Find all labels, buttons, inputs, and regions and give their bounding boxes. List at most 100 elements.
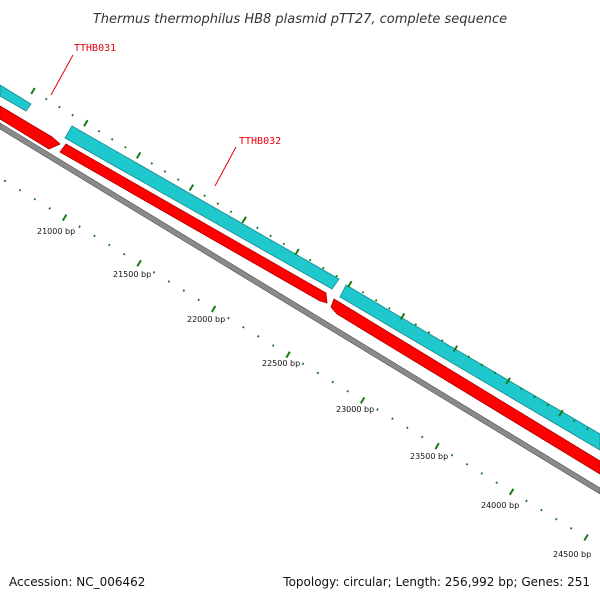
scale-minor-tick: [480, 472, 484, 475]
major-tick: [558, 409, 564, 417]
minor-tick: [176, 178, 180, 181]
gene-label-leader-TTHB032: [214, 146, 237, 187]
scale-minor-tick: [406, 426, 409, 430]
major-tick: [399, 312, 406, 320]
backbone-track: [0, 122, 600, 495]
scale-label-22000: 22000 bp: [187, 315, 225, 324]
scale-label-23000: 23000 bp: [336, 405, 374, 414]
scale-label-24000: 24000 bp: [481, 501, 519, 510]
scale-minor-tick: [108, 243, 111, 247]
major-tick: [347, 280, 353, 288]
scale-label-24500: 24500 bp: [553, 550, 591, 559]
minor-tick: [256, 226, 259, 230]
scale-major-tick: [285, 351, 291, 359]
minor-tick: [586, 427, 589, 431]
scale-label-23500: 23500 bp: [410, 452, 448, 461]
minor-tick: [308, 258, 312, 262]
major-tick: [135, 151, 142, 159]
forward-gene-TTHB031: [0, 84, 32, 112]
gene-label-TTHB031: TTHB031: [74, 43, 116, 54]
major-tick: [294, 248, 300, 256]
scale-minor-tick: [271, 344, 275, 347]
major-tick: [83, 119, 89, 127]
scale-minor-tick: [93, 234, 96, 238]
scale-minor-tick: [167, 280, 171, 283]
backbone-line: [0, 122, 600, 495]
forward-strand-genes: [0, 84, 600, 451]
scale-minor-tick: [569, 527, 573, 530]
scale-minor-tick: [420, 435, 424, 439]
minor-tick: [150, 162, 154, 165]
minor-tick: [374, 298, 378, 302]
scale-major-tick: [583, 533, 589, 542]
scale-minor-tick: [346, 389, 349, 393]
forward-gene-segment-3: [339, 284, 600, 451]
scale-major-tick: [359, 396, 366, 404]
minor-tick: [533, 395, 536, 399]
scale-label-21000: 21000 bp: [37, 227, 75, 236]
minor-tick: [493, 371, 497, 375]
forward-gene-TTHB032: [64, 125, 340, 290]
minor-tick: [572, 419, 576, 423]
scale-minor-tick: [540, 508, 543, 512]
scale-minor-tick: [78, 225, 81, 229]
minor-tick: [97, 129, 101, 133]
tick-marks: [3, 87, 589, 542]
map-title: Thermus thermophilus HB8 plasmid pTT27, …: [93, 12, 507, 27]
minor-tick: [163, 170, 167, 173]
reverse-gene-TTHB032: [59, 143, 328, 304]
minor-tick: [282, 242, 286, 246]
topology-summary-text: Topology: circular; Length: 256,992 bp; …: [282, 575, 590, 589]
major-tick: [505, 377, 511, 385]
scale-label-21500: 21500 bp: [113, 270, 151, 279]
minor-tick: [269, 234, 272, 238]
scale-minor-tick: [331, 380, 335, 384]
scale-minor-tick: [122, 252, 126, 256]
scale-label-22500: 22500 bp: [262, 359, 300, 368]
gene-labels: TTHB031 TTHB032: [50, 43, 281, 187]
minor-tick: [229, 210, 233, 214]
minor-tick: [440, 339, 444, 342]
scale-minor-tick: [152, 271, 156, 274]
scale-minor-tick: [48, 207, 51, 210]
gene-label-TTHB032: TTHB032: [239, 136, 281, 147]
scale-minor-tick: [391, 417, 394, 420]
scale-major-tick: [508, 488, 515, 496]
scale-minor-tick: [316, 371, 320, 375]
minor-tick: [427, 331, 431, 334]
minor-tick: [467, 355, 470, 358]
gene-label-leader-TTHB031: [50, 54, 74, 96]
scale-minor-tick: [197, 298, 200, 302]
scale-minor-tick: [18, 188, 22, 192]
minor-tick: [335, 274, 338, 278]
accession-text: Accession: NC_006462: [9, 575, 145, 589]
major-tick: [452, 345, 459, 353]
minor-tick: [71, 113, 74, 117]
scale-minor-tick: [376, 408, 379, 411]
major-tick: [30, 87, 36, 95]
reverse-strand-genes: [0, 105, 600, 475]
minor-tick: [110, 137, 114, 141]
scale-major-tick: [210, 305, 217, 313]
scale-minor-tick: [33, 197, 37, 201]
scale-minor-tick: [182, 289, 186, 292]
scale-minor-tick: [465, 463, 469, 466]
minor-tick: [414, 323, 418, 326]
major-tick: [188, 184, 195, 192]
minor-tick: [203, 194, 206, 197]
scale-minor-tick: [450, 453, 454, 457]
minor-tick: [322, 266, 325, 270]
minor-tick: [44, 97, 48, 101]
minor-tick: [124, 146, 127, 149]
minor-tick: [520, 387, 523, 391]
reverse-gene-segment-1: [0, 105, 61, 150]
major-tick: [241, 216, 247, 224]
minor-tick: [216, 202, 220, 206]
minor-tick: [480, 363, 484, 367]
minor-tick: [546, 403, 550, 407]
scale-minor-tick: [301, 362, 305, 366]
scale-major-tick: [434, 442, 440, 450]
minor-tick: [58, 105, 61, 109]
minor-tick: [361, 290, 365, 294]
minor-tick: [388, 307, 391, 310]
